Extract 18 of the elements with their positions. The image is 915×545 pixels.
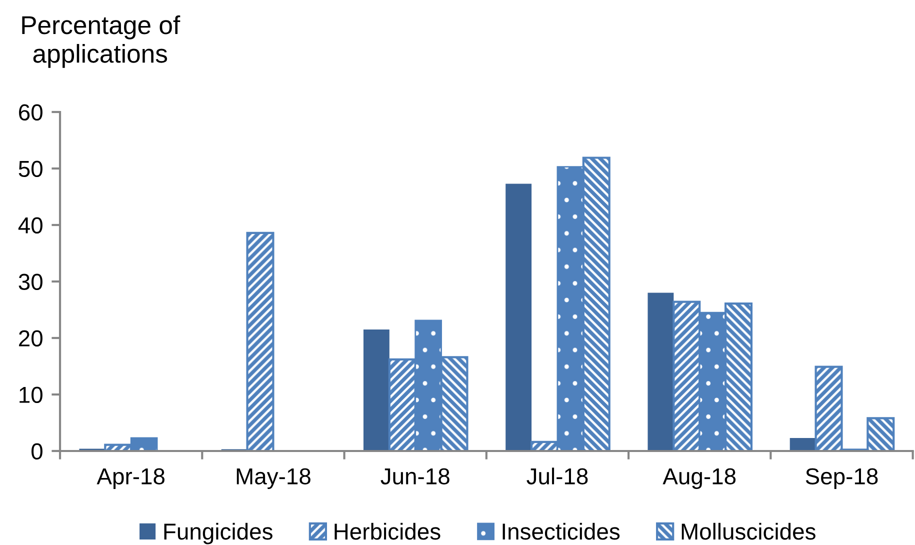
y-tick-label: 60 (19, 104, 42, 121)
y-tick-label: 10 (20, 386, 42, 404)
y-tick-label: 50 (18, 160, 42, 178)
y-axis-title: Percentage of applications (22, 15, 180, 68)
y-tick-label: 0 (32, 443, 42, 460)
x-tick-label: Jun-18 (380, 468, 450, 484)
legend-label: Molluscicides (682, 522, 816, 540)
y-tick-label: 40 (18, 217, 42, 234)
legend-label: Fungicides (164, 522, 272, 544)
x-tick-label: Jul-18 (526, 468, 588, 484)
legend-label: Insecticides (502, 522, 620, 540)
x-tick-label: May-18 (236, 468, 310, 490)
x-tick-label: Aug-18 (662, 468, 736, 490)
y-tick-label: 30 (18, 274, 42, 290)
legend-label: Herbicides (334, 522, 440, 540)
x-tick-label: Sep-18 (806, 468, 878, 490)
x-tick-label: Apr-18 (96, 468, 164, 490)
y-tick-label: 20 (19, 330, 42, 347)
